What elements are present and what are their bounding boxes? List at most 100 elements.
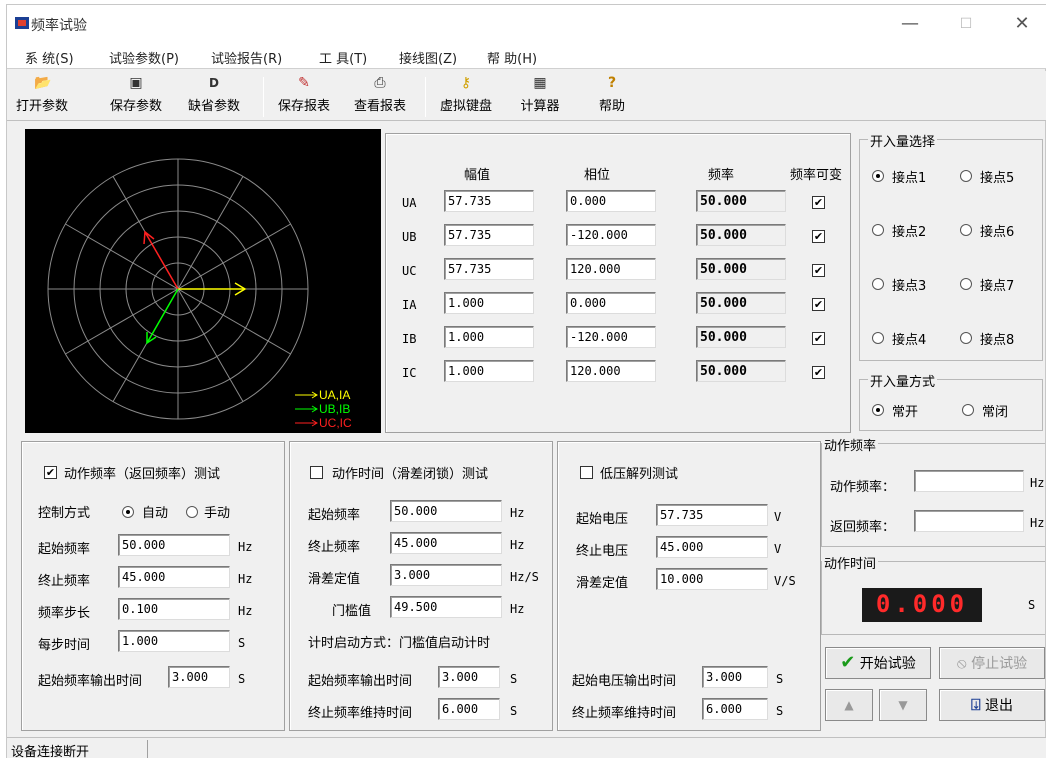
save-report-button[interactable]: ✎ 保存报表 [271,75,337,119]
radio-manual[interactable] [186,506,198,518]
radio-auto[interactable] [122,506,134,518]
time-test-checkbox[interactable] [310,466,323,479]
time-end-freq-label: 终止频率 [308,540,361,555]
ib-amplitude-input[interactable]: 1.000 [444,326,534,348]
ua-amplitude-input[interactable]: 57.735 [444,190,534,212]
radio-contact-4[interactable] [872,332,884,344]
uc-phase-input[interactable]: 120.000 [566,258,656,280]
threshold-input[interactable]: 49.500 [390,596,502,618]
ib-phase-input[interactable]: -120.000 [566,326,656,348]
row-label-ub: UB [402,230,417,244]
stop-test-button[interactable]: ⦸ 停止试验 [939,647,1045,679]
row-label-ua: UA [402,196,417,210]
output-grid-panel: 幅值 相位 频率 频率可变 UA 57.735 0.000 50.000 ✔ U… [385,133,851,433]
down-arrow-button[interactable]: ▼ [879,689,927,721]
freq-step-input[interactable]: 0.100 [118,598,230,620]
radio-contact-6[interactable] [960,224,972,236]
menu-wiring[interactable]: 接线图(Z) [399,52,458,67]
slip-value-label: 滑差定值 [308,572,361,587]
normally-closed-label: 常闭 [982,405,1009,420]
contact-1-label: 接点1 [892,171,927,186]
binary-input-select-group: 开入量选择 接点1 接点5 接点2 接点6 接点3 接点7 接点4 接点8 [859,131,1043,361]
menu-params[interactable]: 试验参数(P) [109,52,179,67]
menu-report[interactable]: 试验报告(R) [211,52,283,67]
end-freq-input[interactable]: 45.000 [118,566,230,588]
maximize-icon[interactable]: ☐ [959,16,973,32]
time-start-output-input[interactable]: 3.000 [438,666,500,688]
start-freq-output-time-input[interactable]: 3.000 [168,666,230,688]
start-freq-label: 起始频率 [38,542,91,557]
ic-freq-var-checkbox[interactable]: ✔ [812,366,825,379]
freq-step-unit: Hz [238,604,253,618]
minimize-icon[interactable]: — [901,13,919,34]
start-voltage-input[interactable]: 57.735 [656,504,768,526]
radio-contact-2[interactable] [872,224,884,236]
radio-contact-8[interactable] [960,332,972,344]
start-voltage-output-input[interactable]: 3.000 [702,666,768,688]
end-voltage-unit: V [774,542,782,556]
lv-slip-input[interactable]: 10.000 [656,568,768,590]
low-voltage-test-checkbox[interactable] [580,466,593,479]
start-test-button[interactable]: ✔ 开始试验 [825,647,931,679]
virtual-keyboard-button[interactable]: ⚷ 虚拟键盘 [433,75,499,119]
lv-slip-label: 滑差定值 [576,576,629,591]
up-arrow-button[interactable]: ▲ [825,689,873,721]
calculator-button[interactable]: ▦ 计算器 [507,75,573,119]
freq-test-checkbox[interactable]: ✔ [44,466,57,479]
time-end-hold-input[interactable]: 6.000 [438,698,500,720]
stop-test-label: 停止试验 [971,656,1028,672]
lv-end-hold-input[interactable]: 6.000 [702,698,768,720]
ub-freq-var-checkbox[interactable]: ✔ [812,230,825,243]
menu-help[interactable]: 帮 助(H) [487,52,538,67]
ub-frequency-input[interactable]: 50.000 [696,224,786,246]
ia-phase-input[interactable]: 0.000 [566,292,656,314]
uc-frequency-input[interactable]: 50.000 [696,258,786,280]
ua-frequency-input[interactable]: 50.000 [696,190,786,212]
start-freq-input[interactable]: 50.000 [118,534,230,556]
menu-system[interactable]: 系 统(S) [25,52,74,67]
radio-contact-7[interactable] [960,278,972,290]
ic-amplitude-input[interactable]: 1.000 [444,360,534,382]
ia-frequency-input[interactable]: 50.000 [696,292,786,314]
lv-end-hold-unit: S [776,704,784,718]
ua-freq-var-checkbox[interactable]: ✔ [812,196,825,209]
ub-phase-input[interactable]: -120.000 [566,224,656,246]
low-voltage-test-title: 低压解列测试 [600,467,679,482]
start-freq-unit: Hz [238,540,253,554]
default-params-button[interactable]: D 缺省参数 [181,75,247,119]
open-params-button[interactable]: 📂 打开参数 [9,75,75,119]
step-time-unit: S [238,636,246,650]
time-start-freq-input[interactable]: 50.000 [390,500,502,522]
ua-phase-input[interactable]: 0.000 [566,190,656,212]
ib-frequency-input[interactable]: 50.000 [696,326,786,348]
radio-contact-3[interactable] [872,278,884,290]
step-time-input[interactable]: 1.000 [118,630,230,652]
save-params-button[interactable]: ▣ 保存参数 [103,75,169,119]
ia-freq-var-checkbox[interactable]: ✔ [812,298,825,311]
radio-contact-1[interactable] [872,170,884,182]
uc-freq-var-checkbox[interactable]: ✔ [812,264,825,277]
ib-freq-var-checkbox[interactable]: ✔ [812,332,825,345]
slip-value-input[interactable]: 3.000 [390,564,502,586]
radio-normally-closed[interactable] [962,404,974,416]
exit-button[interactable]: ⍗ 退出 [939,689,1045,721]
menu-tools[interactable]: 工 具(T) [319,52,368,67]
close-icon[interactable]: ✕ [1014,13,1030,34]
radio-contact-5[interactable] [960,170,972,182]
end-voltage-input[interactable]: 45.000 [656,536,768,558]
ub-amplitude-input[interactable]: 57.735 [444,224,534,246]
start-freq-output-time-unit: S [238,672,246,686]
time-end-freq-input[interactable]: 45.000 [390,532,502,554]
action-frequency-title: 动作频率 [822,435,879,454]
time-test-panel: 动作时间（滑差闭锁）测试 起始频率 50.000 Hz 终止频率 45.000 … [289,441,553,731]
status-divider [147,740,148,758]
ic-phase-input[interactable]: 120.000 [566,360,656,382]
uc-amplitude-input[interactable]: 57.735 [444,258,534,280]
view-report-button[interactable]: ⎙ 查看报表 [347,75,413,119]
start-voltage-output-label: 起始电压输出时间 [572,674,677,689]
ic-frequency-input[interactable]: 50.000 [696,360,786,382]
ia-amplitude-input[interactable]: 1.000 [444,292,534,314]
help-button[interactable]: ? 帮助 [587,75,637,119]
status-bar: 设备连接断开 [7,737,1046,758]
radio-normally-open[interactable] [872,404,884,416]
